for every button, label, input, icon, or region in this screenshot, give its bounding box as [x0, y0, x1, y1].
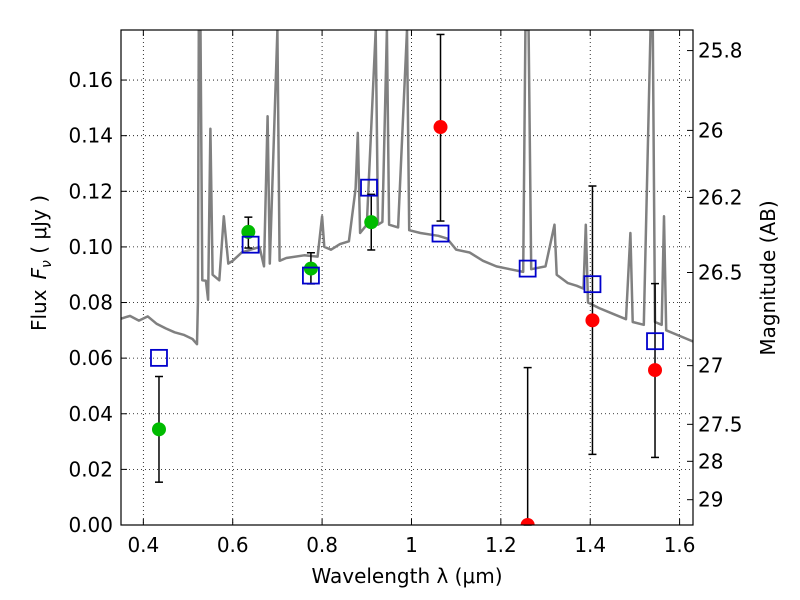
data-point-green	[241, 224, 256, 239]
data-point-green	[151, 422, 166, 437]
data-point-red	[648, 363, 663, 378]
y-axis-label-prefix: Flux	[27, 289, 51, 331]
x-tick-label: 1.2	[485, 533, 517, 557]
right-tick-label: 27.5	[698, 412, 743, 436]
y-axis-label: Flux Fν ( μJy )	[27, 195, 55, 331]
y-tick-label: 0.14	[68, 124, 113, 148]
x-axis-label: Wavelength λ (μm)	[311, 564, 502, 588]
right-tick-label: 26.2	[698, 185, 743, 209]
data-point-green	[303, 261, 318, 276]
model-photometry-square	[583, 275, 602, 294]
x-tick-label: 1.4	[574, 533, 606, 557]
x-tick-label: 0.4	[127, 533, 159, 557]
right-tick-label: 28	[698, 449, 723, 473]
y-tick-label: 0.16	[68, 68, 113, 92]
x-tick-label: 1	[405, 533, 418, 557]
model-photometry-square	[646, 332, 664, 351]
data-point-red	[520, 518, 535, 525]
model-spectrum-layer	[121, 30, 693, 346]
model-photometry-square	[360, 178, 378, 197]
right-tick-label: 29	[698, 488, 723, 512]
model-photometry-square	[518, 259, 537, 278]
y-tick-label: 0.06	[68, 346, 113, 370]
x-tick-label: 0.6	[217, 533, 249, 557]
right-tick-label: 26	[698, 118, 723, 142]
y-tick-label: 0.04	[68, 402, 113, 426]
tick-layer: 0.4 0.6 0.8 1 1.2 1.4 1.6 0.00 0.02 0.04 0.06 0.08 0…	[68, 30, 743, 557]
data-point-green	[364, 215, 379, 230]
y-axis-label-suffix: ( μJy )	[27, 195, 51, 260]
right-tick-label: 26.5	[698, 260, 743, 284]
right-tick-label: 25.8	[698, 39, 743, 63]
y-tick-label: 0.02	[68, 457, 113, 481]
axes-frame	[120, 29, 694, 526]
data-point-red	[585, 313, 600, 328]
right-axis-label: Magnitude (AB)	[756, 200, 780, 355]
right-tick-label: 27	[698, 354, 723, 378]
marker-layer	[150, 120, 664, 525]
x-tick-label: 1.6	[664, 533, 696, 557]
model-photometry-square	[431, 224, 450, 243]
y-tick-label: 0.10	[68, 235, 113, 259]
model-photometry-square	[302, 266, 320, 285]
data-point-red	[433, 120, 448, 135]
model-photometry-square	[241, 235, 260, 254]
model-photometry-square	[150, 348, 168, 367]
y-tick-label: 0.00	[68, 513, 113, 537]
y-axis-label-var: F	[27, 267, 51, 279]
x-tick-label: 0.8	[306, 533, 338, 557]
y-tick-label: 0.12	[68, 179, 113, 203]
y-tick-label: 0.08	[68, 291, 113, 315]
model-spectrum-line	[121, 30, 693, 346]
y-axis-label-sub: ν	[39, 260, 55, 268]
